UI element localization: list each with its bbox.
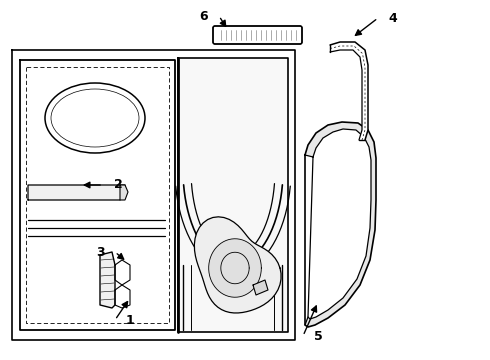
Polygon shape — [115, 285, 130, 308]
Polygon shape — [221, 252, 249, 284]
Polygon shape — [209, 239, 261, 297]
Text: 6: 6 — [200, 9, 208, 22]
Polygon shape — [178, 58, 288, 332]
Ellipse shape — [45, 83, 145, 153]
Text: 1: 1 — [125, 314, 134, 327]
Text: 3: 3 — [96, 246, 104, 258]
Polygon shape — [305, 122, 376, 327]
Polygon shape — [115, 260, 130, 285]
Polygon shape — [12, 50, 295, 340]
Text: 5: 5 — [314, 329, 322, 342]
Polygon shape — [120, 185, 128, 200]
Polygon shape — [20, 60, 175, 330]
Text: 4: 4 — [389, 12, 397, 24]
Polygon shape — [28, 185, 125, 200]
Text: 2: 2 — [114, 179, 122, 192]
Polygon shape — [100, 252, 115, 308]
Polygon shape — [195, 217, 281, 313]
Polygon shape — [330, 42, 368, 140]
FancyBboxPatch shape — [213, 26, 302, 44]
Polygon shape — [253, 280, 268, 295]
